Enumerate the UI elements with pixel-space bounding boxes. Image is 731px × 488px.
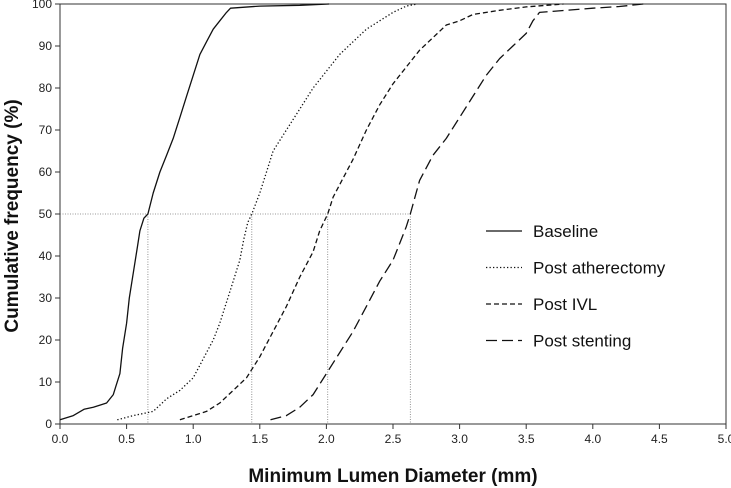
x-tick-label: 3.0 <box>451 432 468 446</box>
x-tick-label: 2.0 <box>318 432 335 446</box>
series-layer <box>59 3 644 421</box>
y-tick-label: 0 <box>45 417 52 431</box>
series-line-1 <box>59 3 330 421</box>
y-tick-label: 100 <box>32 0 52 11</box>
x-tick-label: 4.5 <box>651 432 668 446</box>
series-line-4 <box>270 3 644 421</box>
y-axis-ticks: 0 10 20 30 40 50 60 70 80 90 100 <box>32 0 60 431</box>
y-tick-label: 10 <box>39 375 53 389</box>
x-tick-label: 5.0 <box>718 432 731 446</box>
y-tick-label: 60 <box>39 165 53 179</box>
x-tick-label: 1.0 <box>185 432 202 446</box>
y-tick-label: 80 <box>39 81 53 95</box>
y-tick-label: 90 <box>39 39 53 53</box>
series-line-2 <box>117 3 418 421</box>
x-tick-label: 1.5 <box>251 432 268 446</box>
legend-label: Post atherectomy <box>533 259 666 278</box>
y-tick-label: 30 <box>39 291 53 305</box>
x-tick-label: 4.0 <box>584 432 601 446</box>
y-axis-title: Cumulative frequency (%) <box>2 99 23 332</box>
x-axis-ticks: 0.0 0.5 1.0 1.5 2.0 2.5 3.0 3.5 4.0 4.5 5.0 <box>52 424 731 446</box>
x-tick-label: 3.5 <box>518 432 535 446</box>
series-line-3 <box>179 3 564 421</box>
y-tick-label: 40 <box>39 249 53 263</box>
reference-lines <box>60 213 411 424</box>
y-tick-label: 50 <box>39 207 53 221</box>
y-tick-label: 20 <box>39 333 53 347</box>
x-tick-label: 0.5 <box>118 432 135 446</box>
y-tick-label: 70 <box>39 123 53 137</box>
legend-label: Baseline <box>533 222 598 241</box>
legend-label: Post IVL <box>533 295 597 314</box>
x-tick-label: 0.0 <box>52 432 69 446</box>
x-axis-title: Minimum Lumen Diameter (mm) <box>248 466 537 487</box>
legend: Baseline Post atherectomy Post IVL Post ste… <box>486 222 666 351</box>
legend-label: Post stenting <box>533 332 631 351</box>
x-tick-label: 2.5 <box>385 432 402 446</box>
